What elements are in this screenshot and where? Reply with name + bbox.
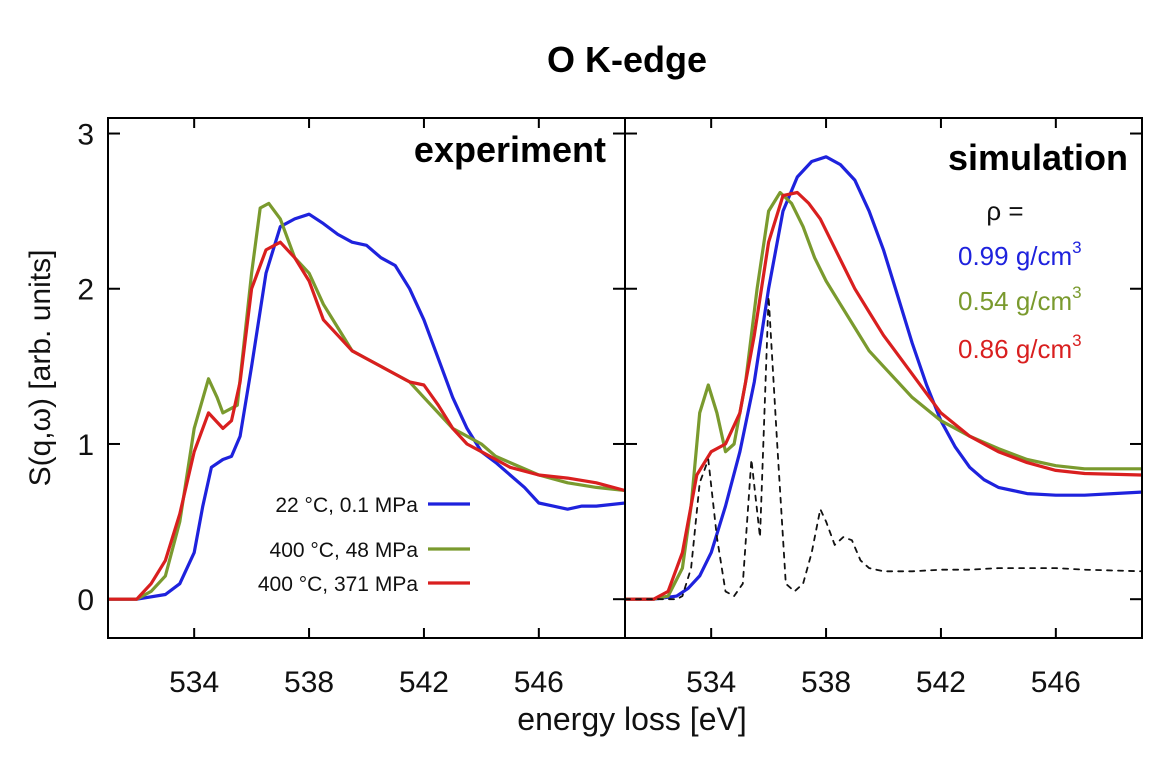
series-line-simulation-dashed bbox=[626, 295, 1141, 601]
x-axis-label: energy loss [eV] bbox=[517, 701, 746, 737]
series-line-simulation-red bbox=[626, 190, 1141, 601]
legend-sup-green: 3 bbox=[1072, 283, 1081, 302]
x-tick-label-simulation-538: 538 bbox=[801, 666, 851, 699]
panel-experiment: 534 538 542 546 0 1 2 3 experiment 22 °C, 0.1 MPa… bbox=[77, 117, 626, 699]
legend-label-sim-red: 0.86 g/cm3 bbox=[958, 331, 1082, 364]
x-tick-label-experiment-538: 538 bbox=[284, 666, 334, 699]
y-tick-label-3: 3 bbox=[77, 119, 94, 152]
plot-frame-simulation bbox=[624, 117, 1143, 639]
panel-label-simulation: simulation bbox=[948, 137, 1128, 178]
x-tick-label-experiment-546: 546 bbox=[514, 666, 564, 699]
x-tick-label-experiment-534: 534 bbox=[169, 666, 219, 699]
legend-label-sim-green: 0.54 g/cm3 bbox=[958, 283, 1082, 316]
x-tick-label-simulation-542: 542 bbox=[916, 666, 966, 699]
legend-label-red: 400 °C, 371 MPa bbox=[258, 573, 418, 596]
legend-sup-blue: 3 bbox=[1072, 238, 1081, 257]
x-tick-label-simulation-534: 534 bbox=[686, 666, 736, 699]
legend-sup-red: 3 bbox=[1072, 331, 1081, 350]
series-line-experiment-green bbox=[109, 201, 624, 601]
panel-label-experiment: experiment bbox=[414, 129, 606, 170]
panel-simulation: 534 538 542 546 simulation ρ = 0.99 g/cm3 0.54 … bbox=[624, 117, 1143, 699]
y-tick-label-2: 2 bbox=[77, 274, 94, 307]
legend-label-blue: 22 °C, 0.1 MPa bbox=[275, 494, 418, 517]
y-axis-label: S(q,ω) [arb. units] bbox=[24, 250, 57, 487]
x-tick-label-simulation-546: 546 bbox=[1031, 666, 1081, 699]
x-tick-label-experiment-542: 542 bbox=[399, 666, 449, 699]
chart-title: O K-edge bbox=[547, 39, 707, 80]
y-tick-label-1: 1 bbox=[77, 429, 94, 462]
legend-label-sim-blue: 0.99 g/cm3 bbox=[958, 238, 1082, 271]
series-line-simulation-blue bbox=[626, 155, 1141, 601]
series-line-experiment-blue bbox=[109, 212, 624, 601]
y-tick-label-0: 0 bbox=[77, 584, 94, 617]
rho-label: ρ = bbox=[986, 196, 1023, 226]
legend-label-green: 400 °C, 48 MPa bbox=[270, 539, 419, 562]
series-line-experiment-red bbox=[109, 240, 624, 601]
